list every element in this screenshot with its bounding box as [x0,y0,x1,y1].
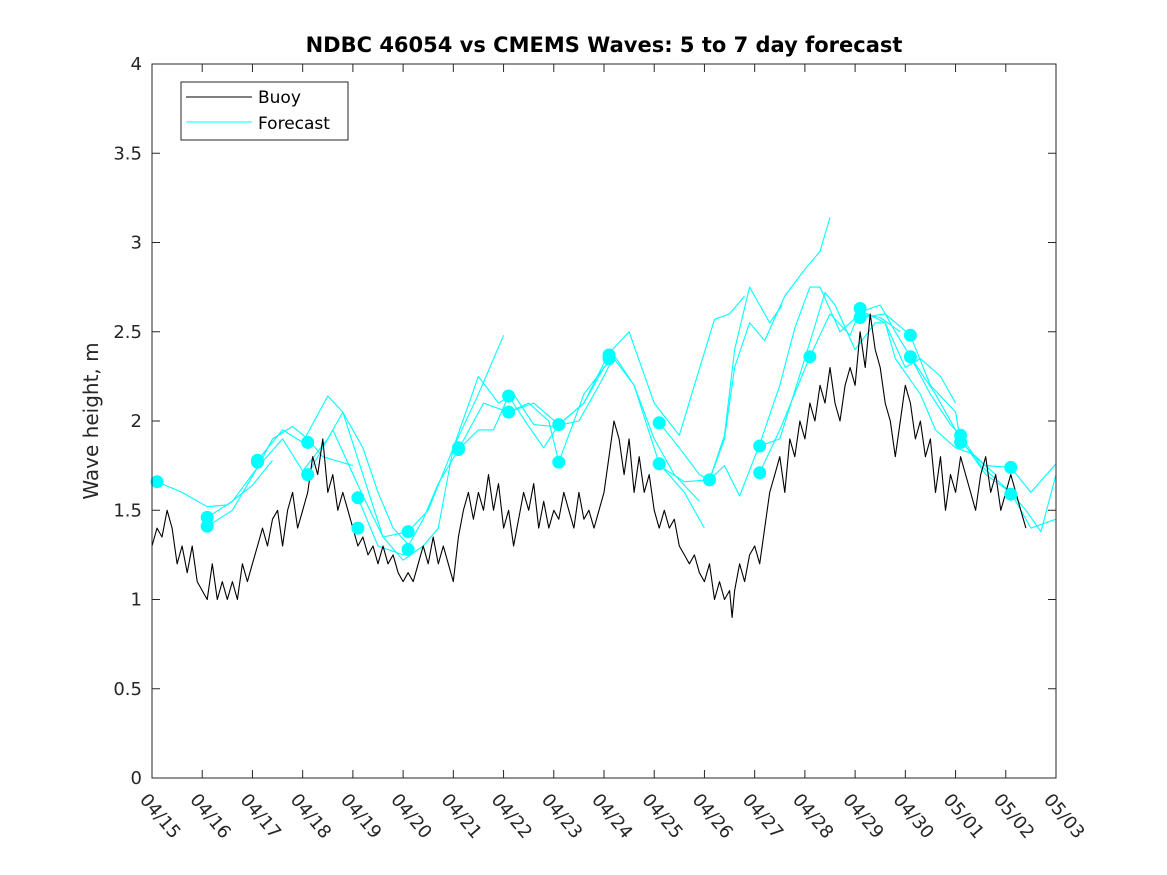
buoy-series-line [152,313,1027,618]
chart-title: NDBC 46054 vs CMEMS Waves: 5 to 7 day fo… [306,33,903,57]
forecast-marker-8 [351,521,365,535]
forecast-markers [150,302,1018,556]
forecast-marker-21 [703,473,716,487]
forecast-marker-24 [803,350,817,364]
forecast-marker-2 [200,519,214,533]
forecast-marker-0 [150,475,164,489]
plot-area [150,217,1056,618]
forecast-series-line-15 [860,313,1056,493]
forecast-marker-27 [903,328,917,342]
forecast-marker-9 [401,525,415,539]
forecast-series-line-12 [759,291,957,447]
forecast-series-line-9 [658,286,783,481]
forecast-marker-20 [652,457,666,471]
y-tick-label: 3 [131,233,142,254]
forecast-marker-12 [451,441,465,455]
forecast-marker-23 [753,466,767,480]
forecast-marker-18 [602,352,616,365]
legend: Buoy Forecast [180,81,349,141]
forecast-marker-14 [502,405,516,419]
legend-box [180,81,349,141]
forecast-marker-6 [301,468,315,482]
forecast-marker-15 [552,418,566,432]
y-tick-label: 2.5 [113,322,142,343]
y-tick-label: 0 [131,768,142,789]
forecast-series-line-5 [307,356,615,538]
forecast-marker-31 [1004,460,1018,474]
y-tick-label: 0.5 [113,679,142,700]
forecast-marker-25 [853,302,867,315]
forecast-marker-32 [1004,487,1018,501]
forecast-series-line-1 [156,459,273,508]
y-axis-label: Wave height, m [79,342,103,499]
y-tick-label: 1 [131,590,142,611]
forecast-marker-19 [652,416,666,430]
forecast-marker-30 [954,435,968,449]
forecast-marker-1 [200,510,214,524]
forecast-series-line-10 [658,217,831,483]
y-tick-label: 3.5 [113,143,142,164]
forecast-marker-22 [753,439,767,453]
forecast-marker-4 [251,455,264,469]
forecast-marker-13 [502,389,516,403]
forecast-marker-5 [301,435,315,449]
y-tick-label: 4 [131,54,142,75]
forecast-marker-26 [853,311,867,324]
legend-buoy-label: Buoy [258,88,301,108]
forecast-marker-28 [903,350,917,364]
y-tick-label: 2 [131,411,142,432]
y-tick-label: 1.5 [113,500,142,521]
forecast-series-line-16 [909,356,1056,533]
forecast-marker-16 [552,455,566,469]
legend-forecast-label: Forecast [258,114,330,134]
forecast-marker-10 [401,543,415,556]
forecast-marker-7 [351,491,365,505]
